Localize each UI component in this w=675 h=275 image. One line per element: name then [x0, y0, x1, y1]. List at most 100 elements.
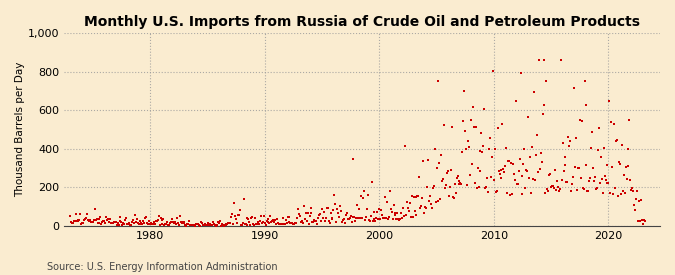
- Point: [507, 191, 518, 196]
- Point: [293, 207, 304, 211]
- Point: [501, 146, 512, 150]
- Point: [480, 185, 491, 190]
- Point: [515, 70, 526, 75]
- Point: [240, 222, 251, 226]
- Point: [114, 219, 125, 223]
- Point: [71, 218, 82, 223]
- Point: [402, 206, 413, 210]
- Point: [584, 178, 595, 183]
- Point: [113, 222, 124, 227]
- Point: [628, 189, 639, 193]
- Point: [373, 217, 383, 221]
- Point: [176, 221, 187, 225]
- Point: [335, 204, 346, 208]
- Point: [110, 219, 121, 224]
- Point: [313, 216, 323, 220]
- Point: [347, 156, 358, 161]
- Point: [580, 103, 591, 107]
- Point: [321, 206, 332, 210]
- Point: [454, 182, 465, 186]
- Point: [514, 157, 525, 161]
- Point: [353, 216, 364, 220]
- Point: [437, 179, 448, 183]
- Point: [266, 220, 277, 224]
- Point: [319, 210, 329, 214]
- Point: [273, 222, 284, 226]
- Point: [387, 217, 398, 221]
- Point: [431, 166, 442, 170]
- Point: [391, 216, 402, 221]
- Point: [279, 222, 290, 227]
- Point: [316, 219, 327, 223]
- Point: [536, 160, 547, 164]
- Text: Source: U.S. Energy Information Administration: Source: U.S. Energy Information Administ…: [47, 262, 278, 272]
- Point: [574, 118, 585, 122]
- Point: [300, 211, 311, 215]
- Point: [400, 213, 411, 217]
- Point: [485, 175, 496, 179]
- Point: [402, 200, 412, 204]
- Point: [547, 184, 558, 188]
- Point: [422, 185, 433, 189]
- Point: [307, 219, 318, 224]
- Point: [151, 219, 161, 223]
- Point: [528, 177, 539, 181]
- Point: [397, 216, 408, 221]
- Point: [277, 222, 288, 227]
- Point: [512, 182, 522, 186]
- Point: [609, 122, 620, 127]
- Point: [567, 182, 578, 186]
- Point: [595, 181, 605, 186]
- Point: [456, 182, 467, 186]
- Point: [185, 223, 196, 227]
- Point: [333, 211, 344, 215]
- Point: [360, 215, 371, 219]
- Point: [281, 220, 292, 225]
- Point: [339, 216, 350, 221]
- Point: [634, 219, 645, 223]
- Point: [90, 218, 101, 222]
- Point: [194, 223, 205, 228]
- Point: [250, 216, 261, 220]
- Point: [221, 222, 232, 226]
- Point: [109, 219, 119, 224]
- Point: [77, 221, 88, 226]
- Point: [254, 219, 265, 223]
- Point: [275, 221, 286, 226]
- Point: [278, 221, 289, 226]
- Point: [286, 221, 297, 225]
- Point: [169, 220, 180, 225]
- Point: [231, 217, 242, 221]
- Point: [489, 147, 500, 151]
- Point: [310, 218, 321, 223]
- Point: [148, 222, 159, 226]
- Point: [490, 189, 501, 194]
- Point: [213, 221, 224, 225]
- Point: [476, 131, 487, 136]
- Point: [605, 191, 616, 195]
- Point: [565, 139, 576, 144]
- Point: [161, 222, 171, 226]
- Point: [180, 222, 191, 227]
- Point: [358, 196, 369, 200]
- Point: [425, 194, 435, 198]
- Point: [421, 206, 431, 210]
- Point: [101, 215, 111, 219]
- Point: [551, 188, 562, 192]
- Point: [125, 222, 136, 227]
- Point: [294, 212, 304, 216]
- Point: [524, 155, 535, 160]
- Point: [107, 221, 117, 225]
- Point: [603, 181, 614, 185]
- Point: [234, 208, 245, 212]
- Point: [358, 188, 369, 193]
- Point: [193, 223, 204, 227]
- Point: [632, 189, 643, 194]
- Point: [611, 139, 622, 143]
- Point: [100, 221, 111, 226]
- Point: [619, 191, 630, 195]
- Point: [383, 217, 394, 222]
- Point: [324, 221, 335, 225]
- Point: [361, 207, 372, 212]
- Point: [137, 222, 148, 227]
